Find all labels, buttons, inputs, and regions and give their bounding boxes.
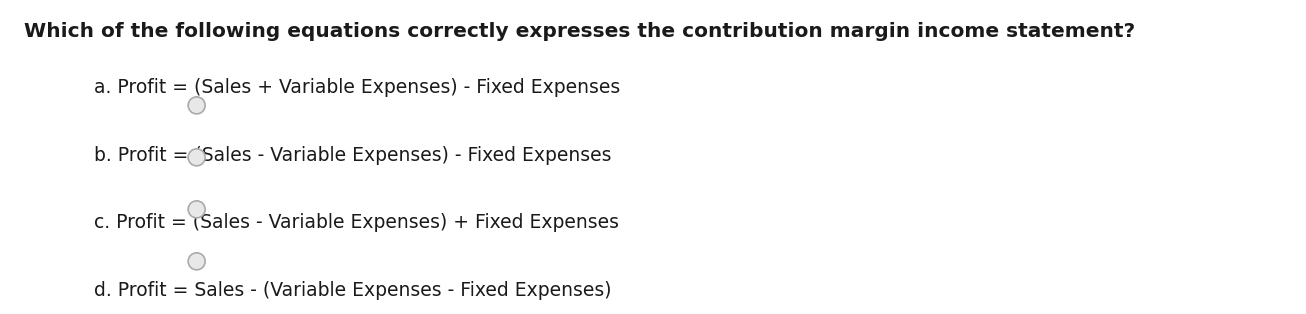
Text: a. Profit = (Sales + Variable Expenses) - Fixed Expenses: a. Profit = (Sales + Variable Expenses) …: [94, 78, 620, 97]
Text: Which of the following equations correctly expresses the contribution margin inc: Which of the following equations correct…: [24, 22, 1135, 41]
Text: b. Profit = (Sales - Variable Expenses) - Fixed Expenses: b. Profit = (Sales - Variable Expenses) …: [94, 146, 611, 165]
Text: d. Profit = Sales - (Variable Expenses - Fixed Expenses): d. Profit = Sales - (Variable Expenses -…: [94, 281, 611, 300]
Text: c. Profit = (Sales - Variable Expenses) + Fixed Expenses: c. Profit = (Sales - Variable Expenses) …: [94, 214, 619, 232]
